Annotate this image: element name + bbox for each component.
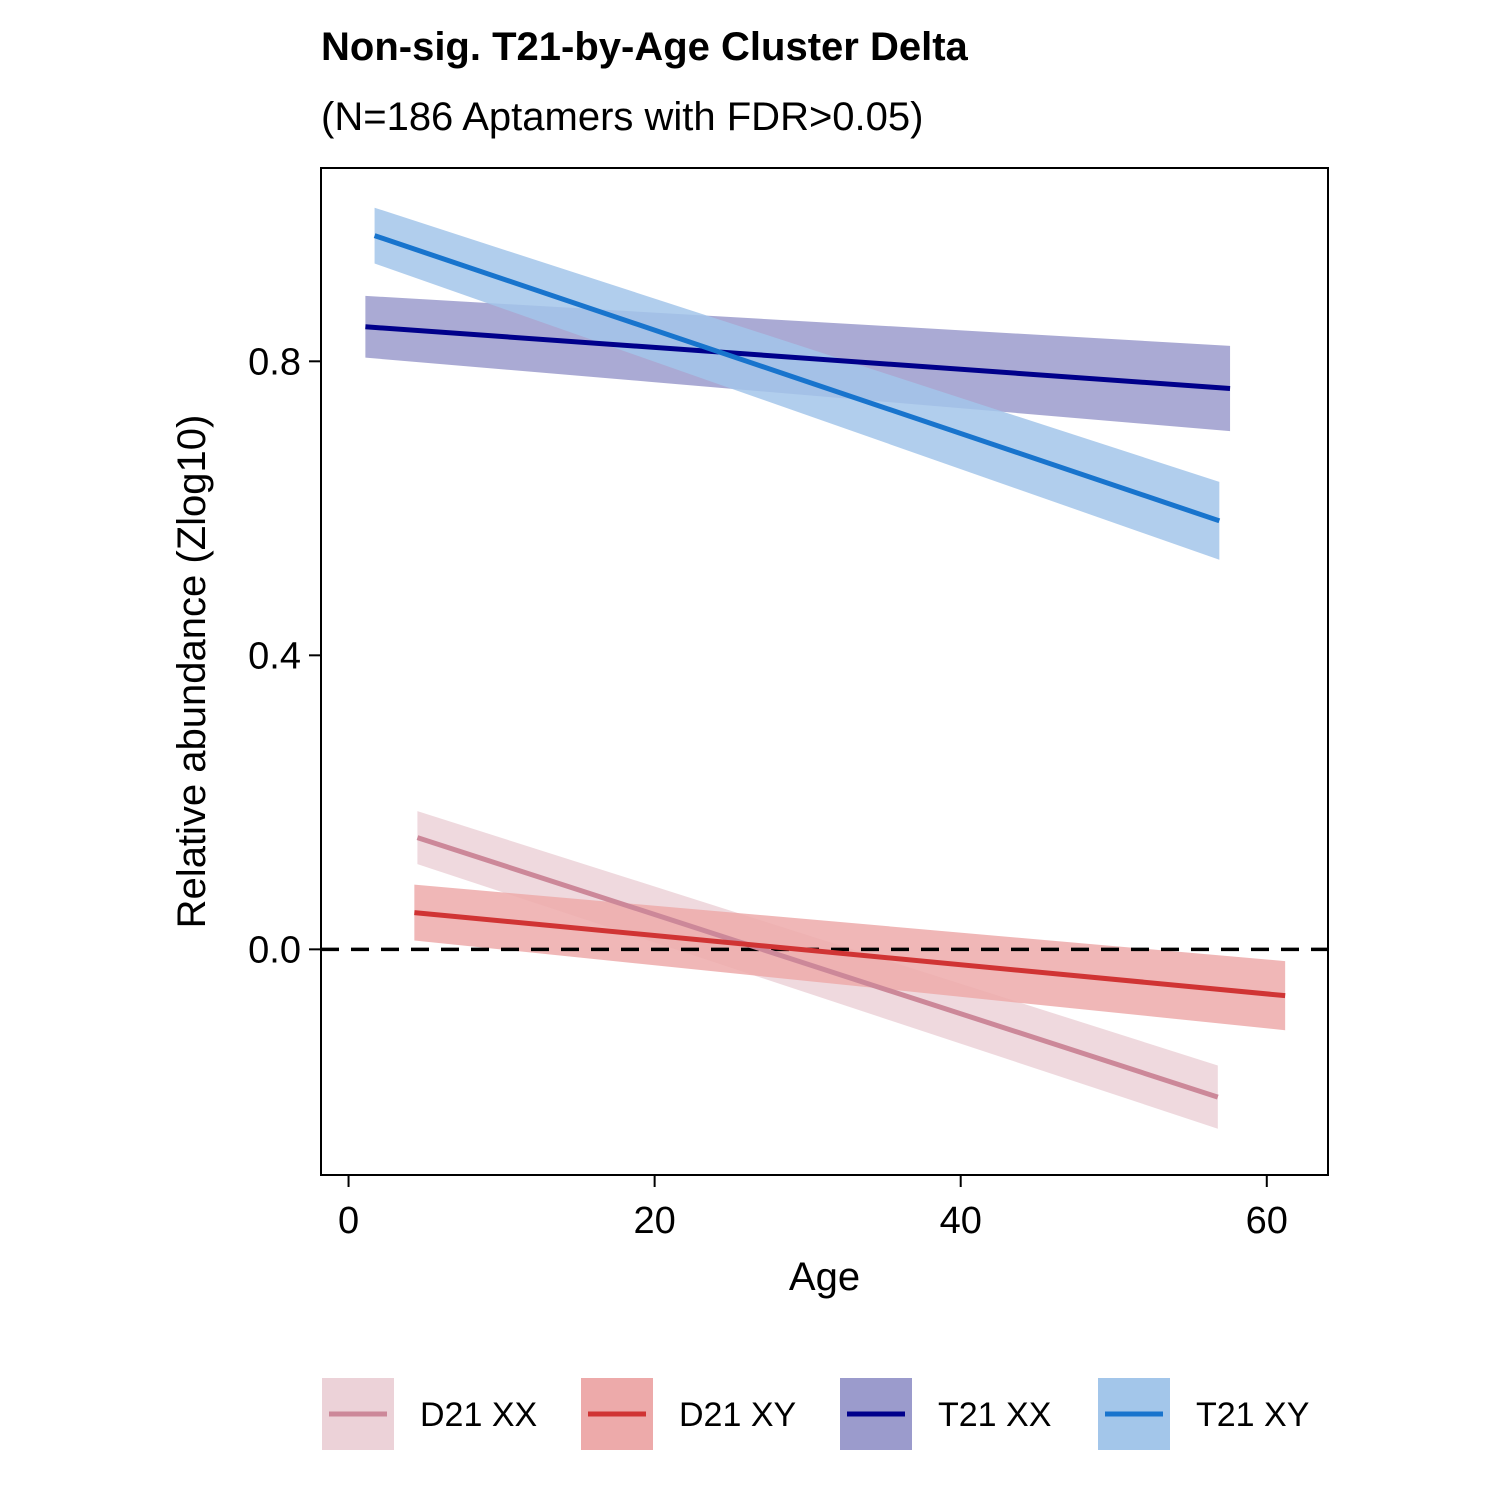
- legend-label: T21 XY: [1196, 1396, 1309, 1434]
- chart-title: Non-sig. T21-by-Age Cluster Delta: [321, 25, 969, 69]
- x-tick-label: 40: [940, 1200, 982, 1242]
- fit-lines: [365, 233, 1286, 1100]
- y-axis: 0.0 0.4 0.8: [248, 341, 321, 971]
- legend-label: D21 XX: [420, 1396, 537, 1434]
- legend-item-t21-xx: T21 XX: [840, 1378, 1051, 1450]
- x-tick-label: 20: [633, 1200, 675, 1242]
- y-tick-label: 0.4: [248, 635, 301, 677]
- line-t21-xy: [373, 233, 1221, 524]
- band-t21-xy: [374, 207, 1220, 560]
- legend-item-d21-xy: D21 XY: [581, 1378, 796, 1450]
- legend-item-t21-xy: T21 XY: [1098, 1378, 1309, 1450]
- plot-panel-border: [320, 167, 1329, 1176]
- legend: D21 XX D21 XY T21 XX T21 XY: [322, 1378, 1309, 1450]
- x-tick-label: 0: [338, 1200, 359, 1242]
- line-d21-xy: [414, 910, 1286, 999]
- x-tick-label: 60: [1246, 1200, 1288, 1242]
- line-d21-xx: [416, 835, 1219, 1100]
- legend-label: D21 XY: [679, 1396, 796, 1434]
- y-tick-label: 0.0: [248, 929, 301, 971]
- band-d21-xy: [414, 884, 1286, 1031]
- y-axis-title: Relative abundance (Zlog10): [170, 415, 214, 929]
- y-tick-label: 0.8: [248, 341, 301, 383]
- legend-item-d21-xx: D21 XX: [322, 1378, 537, 1450]
- line-t21-xx: [365, 324, 1231, 392]
- x-axis-title: Age: [789, 1255, 860, 1299]
- legend-label: T21 XX: [938, 1396, 1051, 1434]
- x-axis: 0 20 40 60: [338, 1175, 1288, 1242]
- chart-subtitle: (N=186 Aptamers with FDR>0.05): [321, 95, 923, 139]
- confidence-bands: [365, 207, 1286, 1129]
